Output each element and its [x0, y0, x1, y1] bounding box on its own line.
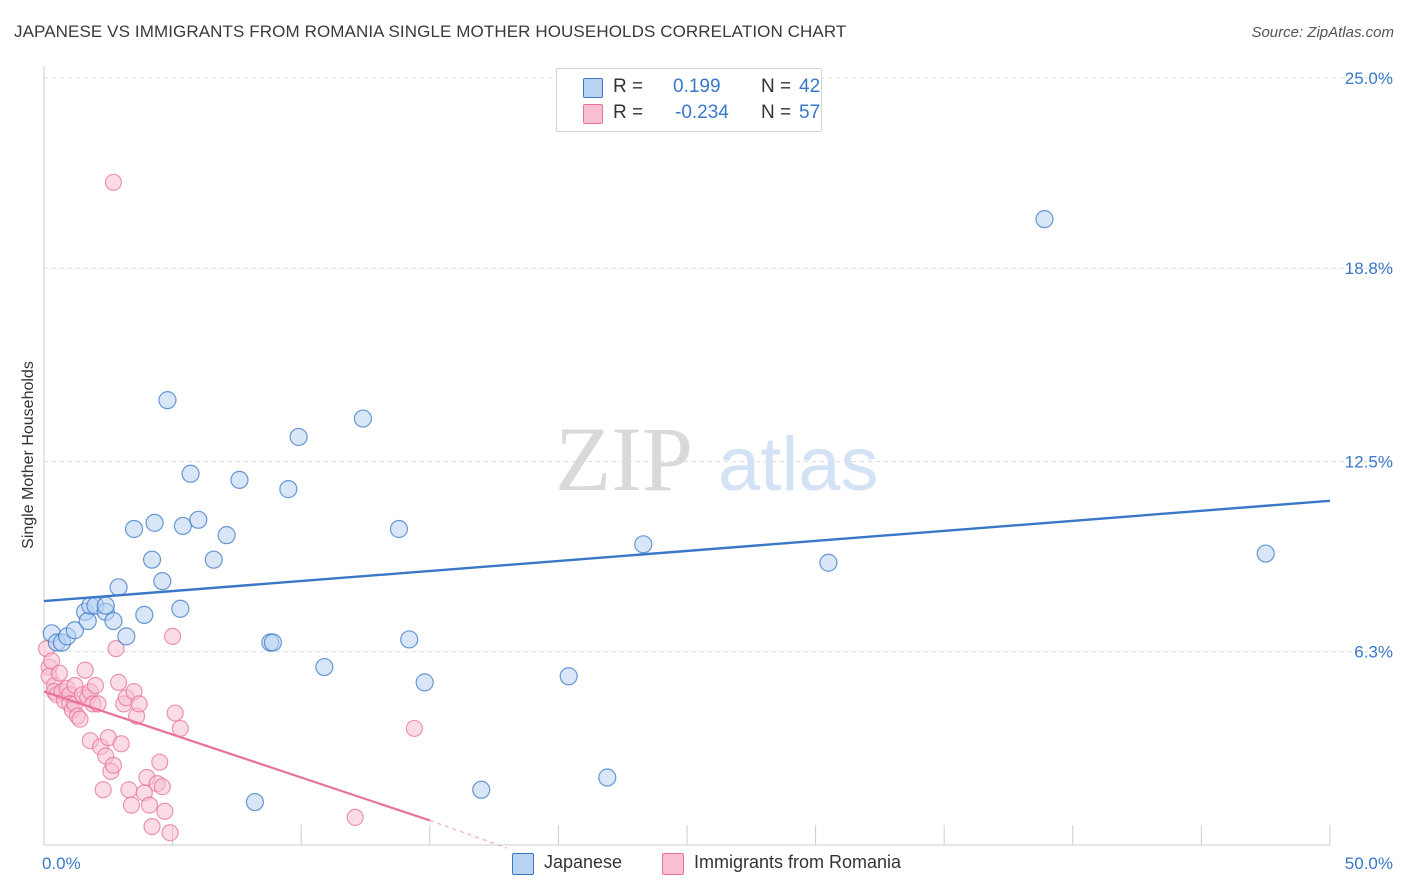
- data-point-romania: [94, 781, 112, 799]
- data-point-japanese: [109, 578, 128, 597]
- legend-r-value: 0.199: [673, 76, 721, 97]
- watermark-atlas: atlas: [718, 422, 879, 507]
- data-point-japanese: [78, 611, 97, 631]
- data-point-romania: [346, 808, 364, 826]
- data-point-japanese: [1256, 544, 1275, 563]
- data-point-japanese: [559, 667, 578, 686]
- data-point-romania: [43, 652, 61, 670]
- data-point-japanese: [400, 630, 419, 649]
- data-point-japanese: [181, 464, 200, 483]
- series-japanese: [42, 210, 1275, 812]
- data-point-romania: [104, 173, 123, 191]
- data-point-japanese: [1035, 210, 1054, 229]
- data-point-romania: [130, 695, 148, 713]
- data-point-romania: [50, 664, 69, 682]
- data-point-romania: [104, 756, 123, 774]
- y-tick-label: 12.5%: [1345, 453, 1393, 472]
- legend-n-label: N =: [761, 102, 792, 123]
- x-tick-label: 50.0%: [1345, 854, 1393, 873]
- data-point-japanese: [289, 427, 308, 447]
- watermark: ZIP atlas: [555, 408, 879, 510]
- data-point-romania: [71, 710, 89, 728]
- data-point-romania: [151, 753, 169, 771]
- data-point-japanese: [598, 768, 617, 787]
- data-point-japanese: [65, 621, 84, 640]
- trendline-romania: [43, 690, 431, 822]
- data-point-romania: [164, 627, 182, 645]
- legend-n-label: N =: [761, 76, 792, 97]
- data-point-japanese: [145, 513, 164, 532]
- data-point-japanese: [142, 550, 162, 569]
- y-tick-label: 18.8%: [1345, 259, 1393, 278]
- bottom-legend: Japanese Immigrants from Romania: [0, 852, 1406, 878]
- data-point-japanese: [472, 780, 491, 799]
- bottom-legend-label: Immigrants from Romania: [694, 852, 902, 872]
- data-point-japanese: [263, 633, 283, 652]
- y-tick-label: 6.3%: [1354, 643, 1393, 662]
- data-point-romania: [120, 781, 138, 799]
- bottom-legend-swatch-japanese: [512, 853, 534, 875]
- data-point-japanese: [819, 553, 838, 572]
- bottom-legend-label: Japanese: [544, 852, 623, 872]
- legend-swatch-romania: [583, 104, 603, 124]
- data-point-japanese: [217, 526, 236, 545]
- data-point-japanese: [124, 519, 144, 539]
- legend-r-label: R =: [613, 102, 644, 123]
- legend-r-label: R =: [613, 76, 644, 97]
- data-point-japanese: [153, 572, 172, 591]
- data-point-romania: [112, 735, 130, 753]
- data-point-romania: [86, 676, 105, 695]
- watermark-zip: ZIP: [555, 408, 693, 510]
- data-point-japanese: [104, 611, 123, 631]
- data-point-romania: [153, 778, 171, 796]
- legend-swatch-japanese: [583, 78, 603, 98]
- trendline-japanese: [43, 499, 1331, 603]
- y-tick-label: 25.0%: [1345, 69, 1393, 88]
- data-point-japanese: [173, 516, 192, 536]
- source-label: Source: ZipAtlas.com: [1251, 24, 1394, 41]
- data-point-japanese: [96, 596, 115, 615]
- chart-title: JAPANESE VS IMMIGRANTS FROM ROMANIA SING…: [14, 22, 847, 41]
- data-point-romania: [107, 640, 125, 658]
- data-point-japanese: [117, 627, 136, 646]
- data-point-romania: [109, 673, 128, 691]
- data-point-romania: [76, 661, 94, 679]
- tick-labels: 6.3% 12.5% 18.8% 25.0% 0.0% 50.0%: [42, 69, 1393, 873]
- data-point-japanese: [171, 599, 190, 618]
- gridlines: [44, 77, 1394, 653]
- data-point-japanese: [158, 391, 177, 410]
- data-point-romania: [156, 802, 174, 820]
- data-point-romania: [171, 719, 189, 738]
- data-point-japanese: [634, 535, 653, 554]
- series-romania: [37, 173, 423, 842]
- legend-n-value: 42: [799, 76, 821, 97]
- data-point-romania: [140, 796, 159, 814]
- legend: R = 0.199 N = 42 R = -0.234 N = 57: [556, 68, 822, 132]
- data-point-japanese: [189, 510, 208, 529]
- data-point-japanese: [315, 657, 334, 677]
- data-point-japanese: [135, 605, 154, 625]
- legend-r-value: -0.234: [675, 102, 729, 123]
- data-point-romania: [122, 796, 141, 814]
- bottom-legend-swatch-romania: [662, 853, 684, 875]
- trendline-romania-extension: [429, 819, 508, 849]
- data-point-japanese: [230, 470, 249, 490]
- data-point-romania: [166, 704, 184, 722]
- data-point-japanese: [204, 550, 223, 569]
- data-point-romania: [161, 824, 179, 842]
- data-point-japanese: [353, 409, 373, 428]
- x-tick-label: 0.0%: [42, 854, 81, 873]
- data-point-japanese: [415, 673, 434, 692]
- data-point-romania: [143, 817, 161, 836]
- trendlines: [43, 499, 1331, 849]
- data-point-japanese: [279, 480, 298, 499]
- axes: [43, 66, 1331, 846]
- data-point-japanese: [245, 792, 265, 812]
- data-point-japanese: [389, 519, 409, 539]
- data-point-romania: [405, 719, 423, 738]
- legend-n-value: 57: [799, 102, 821, 123]
